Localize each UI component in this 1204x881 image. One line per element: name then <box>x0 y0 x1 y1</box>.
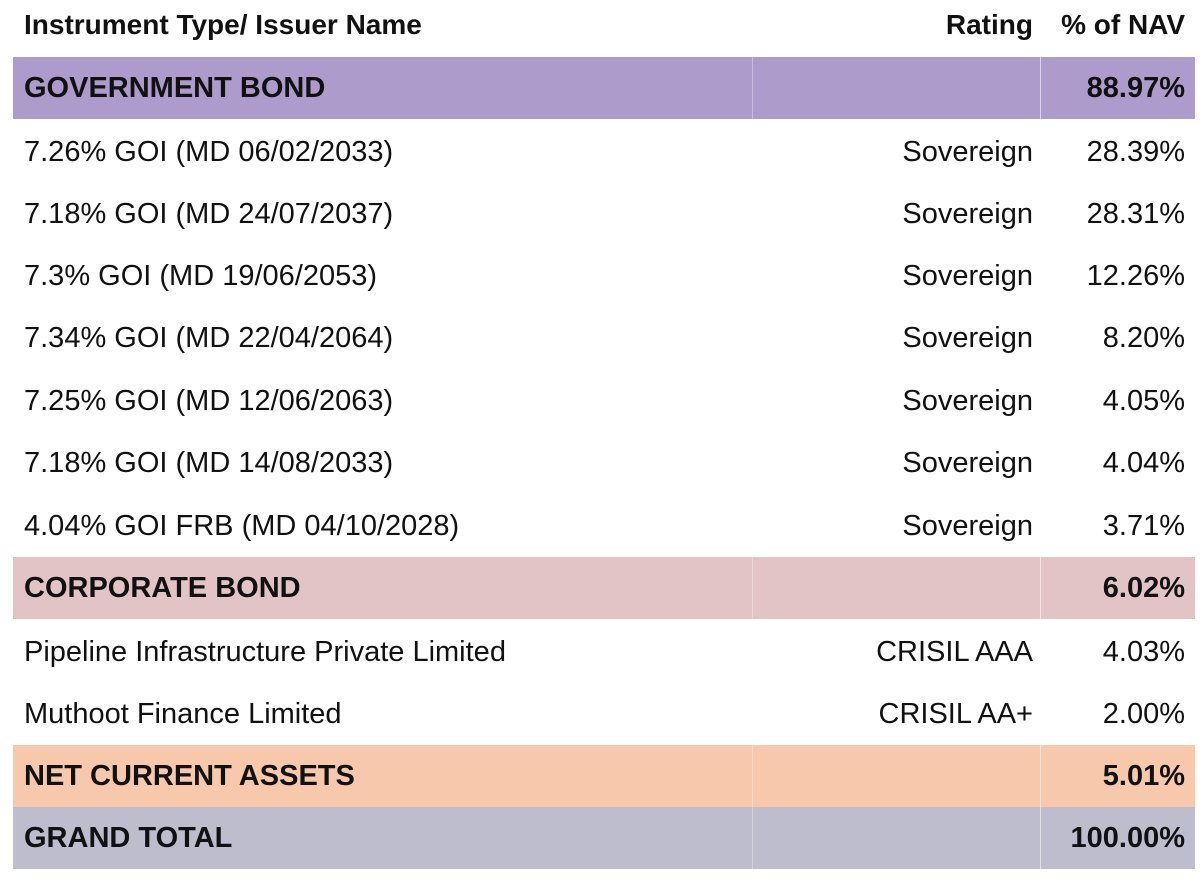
issuer-name: 7.34% GOI (MD 22/04/2064) <box>24 321 394 354</box>
section-row-net-current-assets: NET CURRENT ASSETS 5.01% <box>13 745 1195 807</box>
nav-percent: 28.31% <box>1086 197 1185 230</box>
section-title: CORPORATE BOND <box>13 557 753 619</box>
nav-percent: 2.00% <box>1102 697 1185 730</box>
table-row: 7.26% GOI (MD 06/02/2033) Sovereign 28.3… <box>13 121 1195 183</box>
section-total: 6.02% <box>1102 571 1185 604</box>
header-nav: % of NAV <box>1061 9 1185 40</box>
rating: CRISIL AAA <box>876 635 1033 668</box>
issuer-name: 7.25% GOI (MD 12/06/2063) <box>24 384 394 417</box>
table-row: 7.25% GOI (MD 12/06/2063) Sovereign 4.05… <box>13 370 1195 432</box>
header-name: Instrument Type/ Issuer Name <box>24 9 422 40</box>
table-header: Instrument Type/ Issuer Name Rating % of… <box>13 0 1195 50</box>
section-row-corporate-bond: CORPORATE BOND 6.02% <box>13 557 1195 619</box>
nav-percent: 28.39% <box>1086 135 1185 168</box>
issuer-name: 7.3% GOI (MD 19/06/2053) <box>24 259 377 292</box>
rating: Sovereign <box>902 197 1033 230</box>
section-title: NET CURRENT ASSETS <box>13 745 753 807</box>
rating: Sovereign <box>902 384 1033 417</box>
header-rating: Rating <box>945 9 1033 40</box>
nav-percent: 4.05% <box>1102 384 1185 417</box>
issuer-name: 7.18% GOI (MD 14/08/2033) <box>24 446 394 479</box>
section-rating-empty <box>753 557 1041 619</box>
nav-percent: 12.26% <box>1086 259 1185 292</box>
section-title: GOVERNMENT BOND <box>13 57 753 119</box>
nav-percent: 3.71% <box>1102 509 1185 542</box>
table-row: 7.3% GOI (MD 19/06/2053) Sovereign 12.26… <box>13 245 1195 307</box>
issuer-name: 7.18% GOI (MD 24/07/2037) <box>24 197 394 230</box>
grand-total-row: GRAND TOTAL 100.00% <box>13 807 1195 869</box>
section-rating-empty <box>753 745 1041 807</box>
rating: Sovereign <box>902 135 1033 168</box>
table-row: Muthoot Finance Limited CRISIL AA+ 2.00% <box>13 683 1195 745</box>
table-row: Pipeline Infrastructure Private Limited … <box>13 621 1195 683</box>
issuer-name: Pipeline Infrastructure Private Limited <box>24 635 506 668</box>
grand-total-value: 100.00% <box>1070 821 1186 854</box>
section-row-government-bond: GOVERNMENT BOND 88.97% <box>13 57 1195 119</box>
section-total: 88.97% <box>1086 71 1185 104</box>
table-row: 4.04% GOI FRB (MD 04/10/2028) Sovereign … <box>13 495 1195 557</box>
section-total: 5.01% <box>1102 759 1185 792</box>
rating: CRISIL AA+ <box>878 697 1033 730</box>
nav-percent: 4.03% <box>1102 635 1185 668</box>
rating: Sovereign <box>902 321 1033 354</box>
issuer-name: 7.26% GOI (MD 06/02/2033) <box>24 135 394 168</box>
rating: Sovereign <box>902 509 1033 542</box>
issuer-name: Muthoot Finance Limited <box>24 697 342 730</box>
rating: Sovereign <box>902 446 1033 479</box>
table-row: 7.34% GOI (MD 22/04/2064) Sovereign 8.20… <box>13 307 1195 369</box>
issuer-name: 4.04% GOI FRB (MD 04/10/2028) <box>24 509 460 542</box>
section-rating-empty <box>753 57 1041 119</box>
nav-percent: 4.04% <box>1102 446 1185 479</box>
grand-total-label: GRAND TOTAL <box>13 807 753 869</box>
grand-total-rating-empty <box>753 807 1041 869</box>
rating: Sovereign <box>902 259 1033 292</box>
table-row: 7.18% GOI (MD 24/07/2037) Sovereign 28.3… <box>13 183 1195 245</box>
nav-percent: 8.20% <box>1102 321 1185 354</box>
table-row: 7.18% GOI (MD 14/08/2033) Sovereign 4.04… <box>13 432 1195 494</box>
